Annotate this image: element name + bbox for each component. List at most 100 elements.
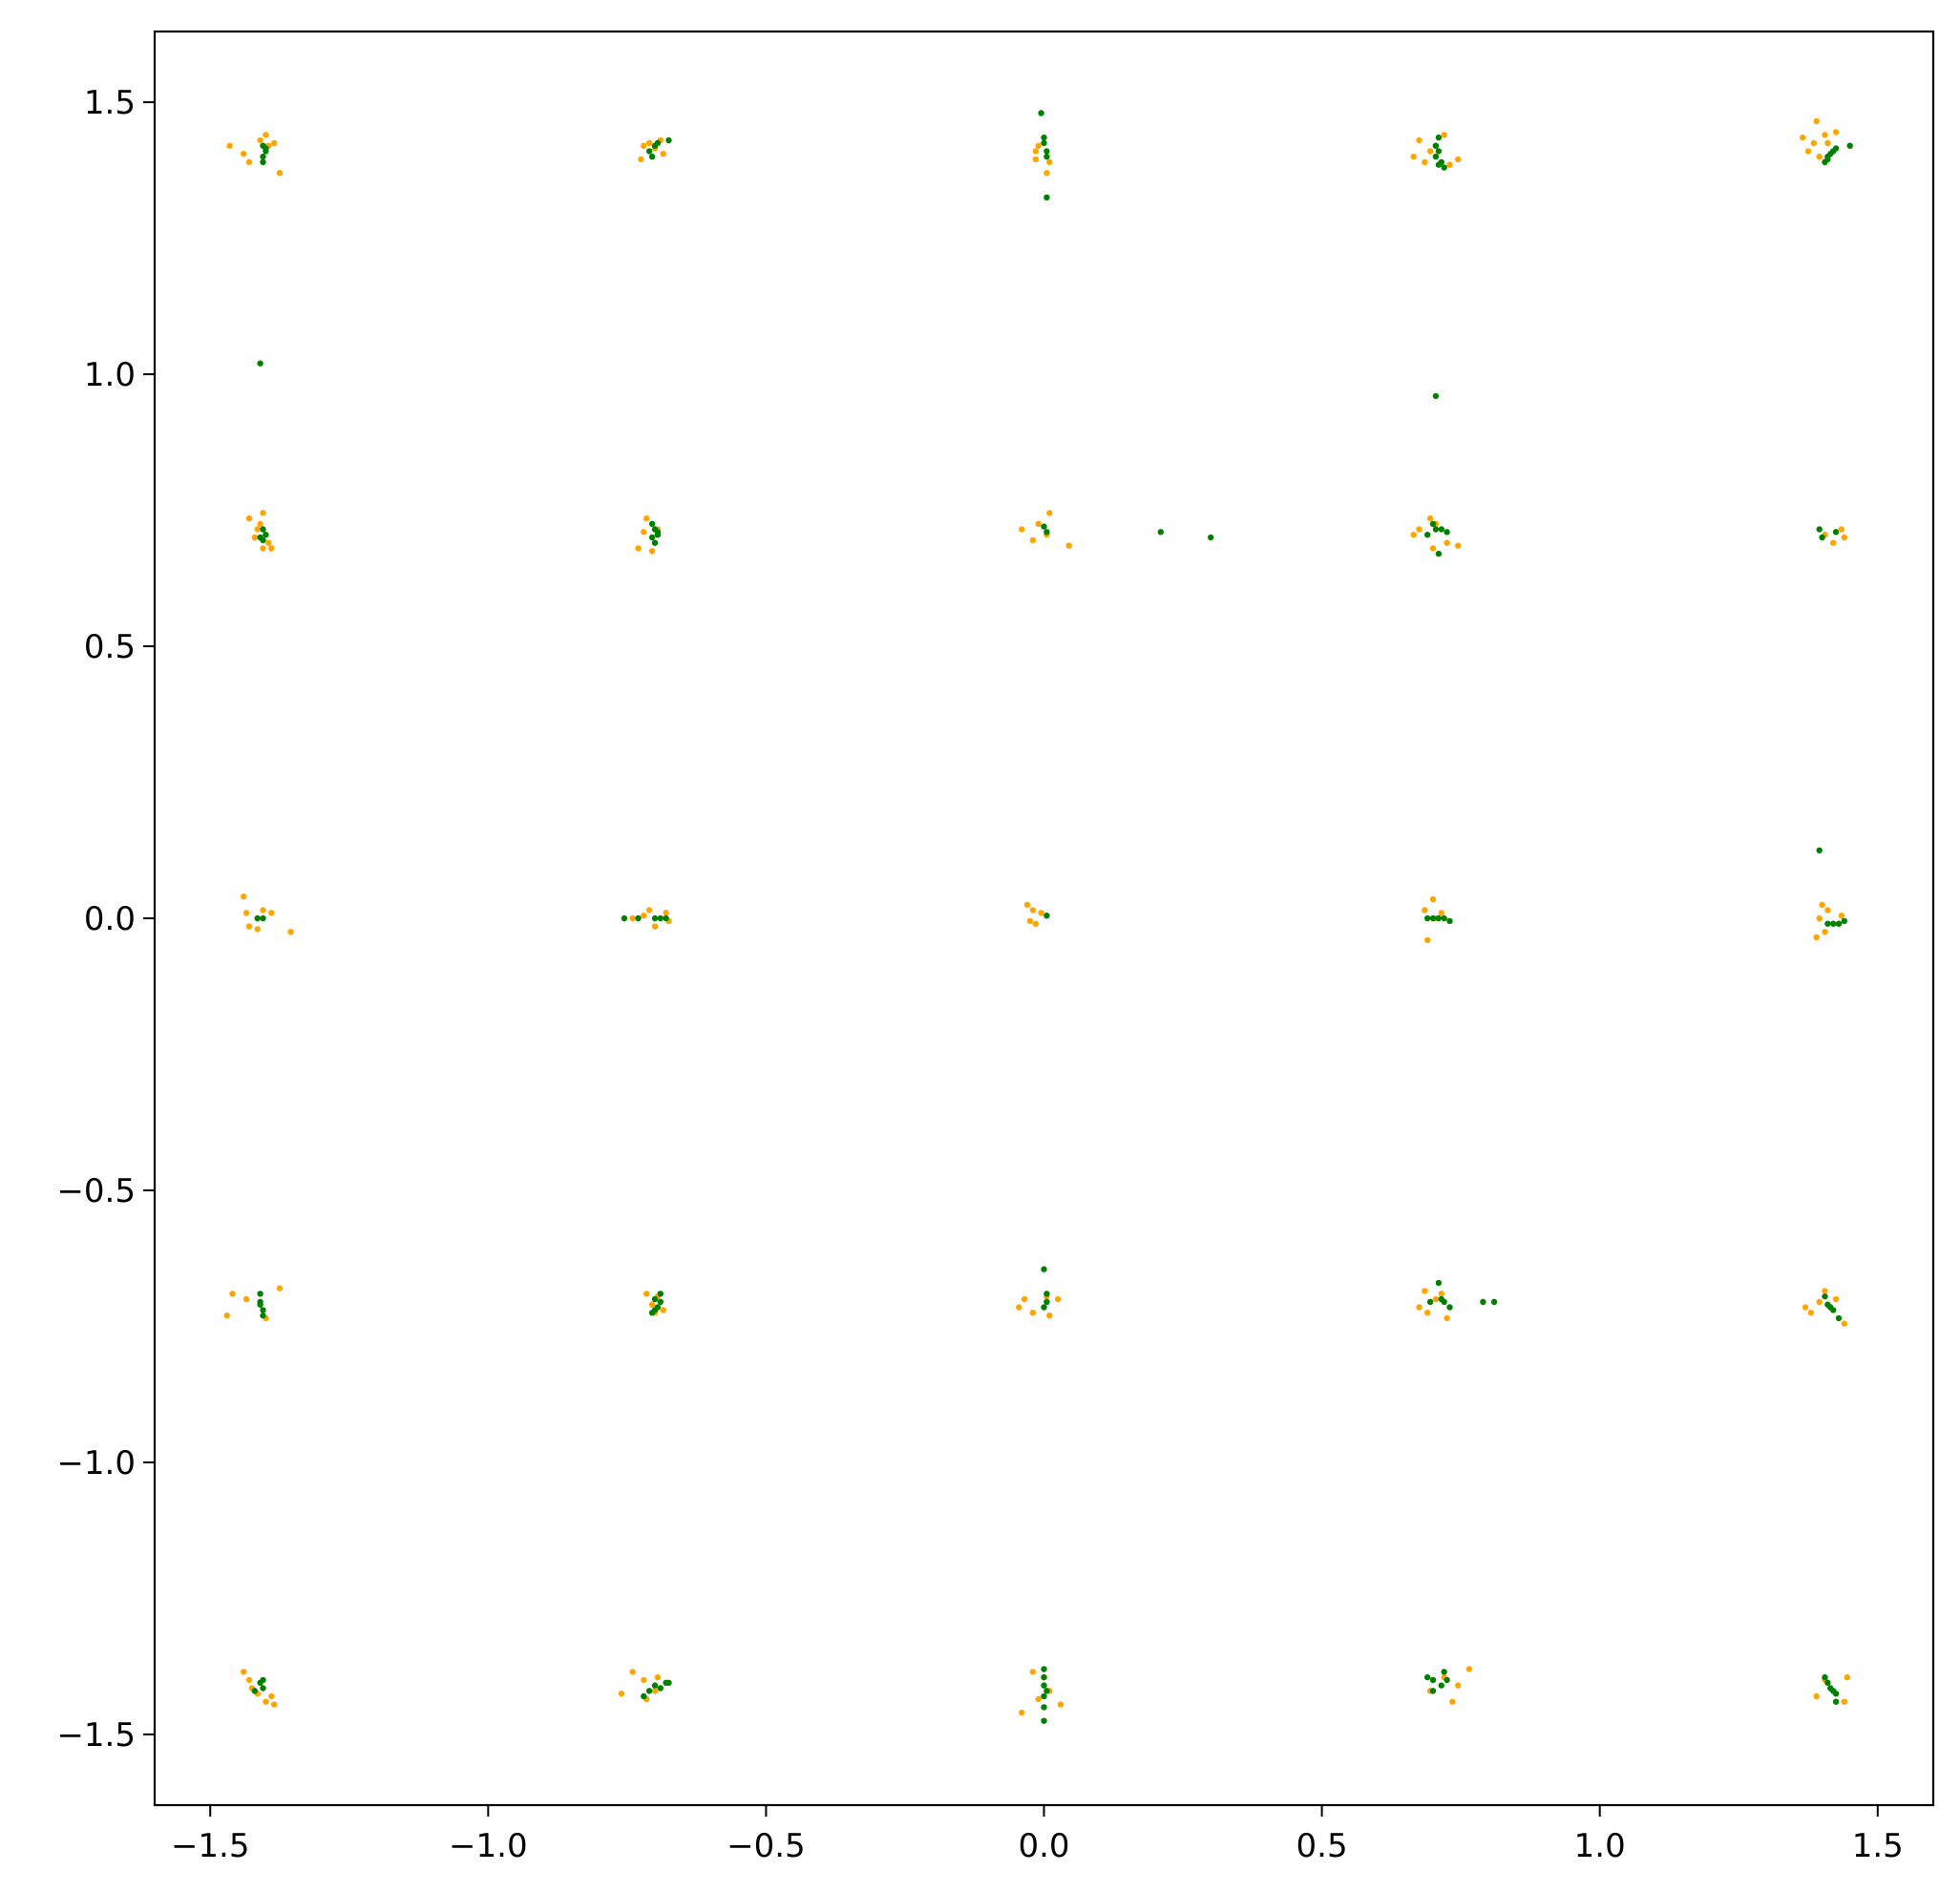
series-2-point (1832, 145, 1840, 152)
series-2-point (1435, 550, 1443, 557)
series-1-point (651, 1688, 659, 1694)
series-1-point (645, 139, 653, 146)
series-1-point (1032, 156, 1040, 163)
series-2-point (1435, 134, 1443, 141)
series-2-point (657, 1291, 664, 1297)
series-2-point (260, 1685, 266, 1692)
series-2-point (1041, 1692, 1047, 1700)
series-1-point (1830, 539, 1837, 546)
series-2-point (651, 539, 659, 546)
series-2-point (260, 1307, 266, 1314)
series-1-point (1416, 137, 1423, 144)
series-2-point (1041, 134, 1047, 141)
series-1-point (245, 515, 253, 522)
series-1-point (1046, 1312, 1053, 1319)
series-1-point (1816, 914, 1823, 922)
series-1-point (641, 529, 647, 536)
series-1-point (1800, 134, 1806, 141)
series-1-point (268, 910, 275, 916)
series-1-point (1438, 910, 1445, 916)
series-1-point (648, 1301, 656, 1308)
series-2-point (1041, 1673, 1047, 1681)
series-2-point (1841, 917, 1848, 924)
series-1-point (663, 910, 669, 916)
series-1-point (1807, 1310, 1815, 1316)
series-1-point (1465, 1666, 1473, 1672)
x-tick-label: −1.5 (171, 1827, 250, 1865)
series-1-point (1043, 170, 1050, 177)
series-1-point (271, 139, 278, 146)
series-2-point (635, 914, 642, 922)
series-1-point (1446, 161, 1453, 168)
x-tick-label: 1.0 (1574, 1827, 1626, 1865)
series-2-point (1429, 914, 1437, 922)
series-2-point (1490, 1298, 1498, 1306)
series-1-point (1438, 1291, 1445, 1297)
series-2-point (648, 153, 656, 160)
series-2-point (657, 1298, 664, 1306)
series-2-point (1041, 1666, 1047, 1672)
series-2-point (1830, 920, 1837, 927)
series-1-point (648, 548, 656, 555)
series-2-point (1429, 1688, 1437, 1694)
series-1-point (271, 1701, 278, 1708)
series-1-point (1824, 907, 1831, 914)
y-tick-label: 1.0 (84, 356, 136, 394)
series-2-point (1041, 1266, 1047, 1272)
series-2-point (651, 914, 659, 922)
y-tick-label: −1.0 (56, 1444, 136, 1482)
series-2-point (1426, 1298, 1434, 1306)
series-2-point (251, 1688, 258, 1694)
series-2-point (641, 1692, 647, 1700)
x-tick-label: −1.0 (449, 1827, 528, 1865)
series-2-point (1041, 1704, 1047, 1711)
series-2-point (1444, 529, 1450, 536)
series-1-point (251, 534, 258, 541)
series-2-point (1832, 1691, 1840, 1697)
series-2-point (260, 158, 266, 165)
series-1-point (1426, 148, 1434, 155)
series-2-point (1043, 913, 1050, 919)
y-tick-label: 1.5 (84, 84, 136, 122)
series-2-point (1043, 529, 1050, 536)
series-2-point (263, 532, 269, 538)
series-1-point (1424, 936, 1431, 943)
series-1-point (1016, 1304, 1022, 1311)
series-1-point (242, 1295, 250, 1303)
series-1-point (1449, 1698, 1456, 1705)
series-2-point (1043, 153, 1050, 160)
series-1-point (629, 914, 636, 922)
series-2-point (260, 1312, 266, 1319)
series-1-point (660, 1307, 666, 1314)
series-2-point (1208, 534, 1214, 541)
series-2-point (1043, 1298, 1050, 1306)
series-1-point (1455, 542, 1462, 549)
series-2-point (1832, 1698, 1840, 1705)
series-2-point (1157, 529, 1165, 536)
series-1-point (1035, 1695, 1042, 1703)
series-1-point (260, 907, 266, 914)
series-1-point (1416, 1304, 1423, 1311)
series-1-point (1804, 148, 1812, 155)
series-1-point (1822, 929, 1828, 935)
series-2-point (665, 137, 672, 144)
series-2-point (260, 526, 266, 533)
series-2-point (263, 145, 269, 152)
series-2-point (1822, 1293, 1828, 1300)
series-2-point (654, 139, 662, 146)
series-2-point (663, 914, 669, 922)
series-2-point (645, 1688, 653, 1694)
series-2-point (1480, 1298, 1486, 1306)
series-1-point (242, 910, 250, 916)
series-1-point (1455, 156, 1462, 163)
y-tick-label: 0.0 (84, 900, 136, 938)
series-2-point (1041, 139, 1047, 146)
series-2-point (1446, 917, 1453, 924)
series-1-point (1019, 1709, 1025, 1716)
series-1-point (1021, 1295, 1028, 1303)
series-1-point (276, 1285, 284, 1292)
series-1-point (245, 1676, 253, 1684)
series-1-point (268, 1692, 275, 1700)
